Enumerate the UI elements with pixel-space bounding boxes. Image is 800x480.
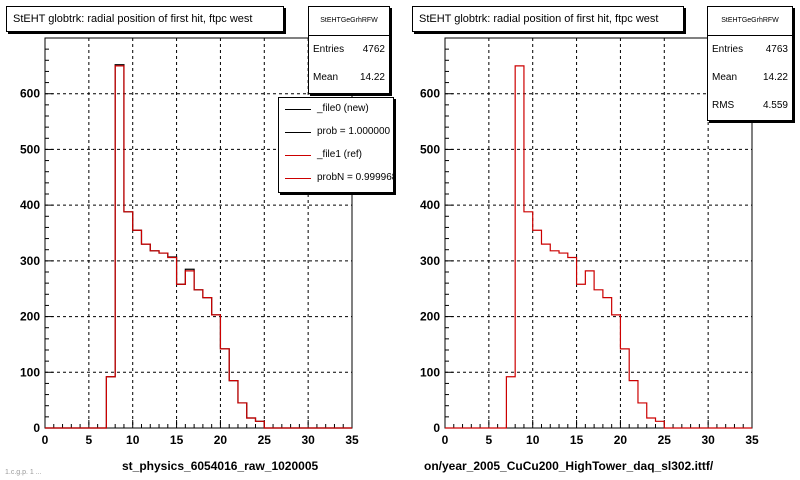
- legend-entry: _file1 (ref): [279, 144, 393, 167]
- stats-row-rms: RMS 4.559: [708, 92, 792, 120]
- legend-line: [285, 155, 311, 156]
- legend-line: [285, 132, 311, 133]
- x-tick-label: 25: [258, 433, 272, 447]
- stats-label: Mean: [313, 72, 339, 83]
- y-tick-label: 0: [433, 421, 440, 435]
- x-tick-label: 0: [442, 433, 449, 447]
- chart-title-text: StEHT globtrk: radial position of first …: [13, 13, 253, 25]
- stats-label: RMS: [712, 100, 735, 111]
- x-tick-label: 5: [86, 433, 93, 447]
- x-tick-label: 30: [301, 433, 315, 447]
- x-tick-label: 30: [701, 433, 715, 447]
- stats-label: Entries: [313, 44, 345, 55]
- stats-value: 14.22: [762, 72, 788, 83]
- footer-faint-text: 1.c.g.p. 1 ...: [5, 469, 42, 476]
- stats-value: 14.22: [359, 72, 385, 83]
- y-tick-label: 400: [20, 198, 40, 212]
- stats-value: 4762: [362, 44, 385, 55]
- x-tick-label: 25: [658, 433, 672, 447]
- x-axis-title: st_physics_6054016_raw_1020005: [122, 459, 319, 473]
- legend-label: prob = 1.000000: [317, 126, 391, 137]
- y-tick-label: 0: [33, 421, 40, 435]
- y-tick-label: 400: [420, 198, 440, 212]
- y-tick-label: 300: [20, 254, 40, 268]
- legend-label: probN = 0.999968: [317, 172, 394, 183]
- y-tick-label: 600: [420, 87, 440, 101]
- histogram-plot-right: 0 5 10 15 20 25 30 35 0 100 200 300 400 500 600: [420, 37, 759, 447]
- x-tick-label: 35: [345, 433, 359, 447]
- legend-entry: prob = 1.000000: [279, 121, 393, 144]
- y-tick-label: 200: [20, 310, 40, 324]
- x-tick-label: 35: [745, 433, 759, 447]
- x-tick-label: 15: [570, 433, 584, 447]
- x-tick-label: 10: [126, 433, 140, 447]
- x-tick-label: 10: [526, 433, 540, 447]
- x-tick-label: 0: [42, 433, 49, 447]
- legend-entry: probN = 0.999968: [279, 167, 393, 190]
- y-tick-label: 500: [420, 142, 440, 156]
- y-tick-label: 300: [420, 254, 440, 268]
- chart-title: StEHT globtrk: radial position of first …: [6, 6, 284, 32]
- histogram-panel-right: 0 5 10 15 20 25 30 35 0 100 200 300 400 500 600 StEHT …: [400, 0, 800, 480]
- stats-row-mean: Mean 14.22: [309, 64, 389, 92]
- stats-value: 4.559: [762, 100, 788, 111]
- histogram-panel-left: 0 5 10 15 20 25 30 35 0 100 200 300 400 500 600 StEHT …: [5, 6, 394, 476]
- x-tick-label: 5: [486, 433, 493, 447]
- legend-entry: _file0 (new): [279, 98, 393, 121]
- stats-box: StEHTGeGrhRFW Entries 4763 Mean 14.22 RM…: [707, 6, 793, 121]
- chart-title: StEHT globtrk: radial position of first …: [412, 6, 684, 32]
- x-tick-label: 20: [214, 433, 228, 447]
- stats-value: 4763: [765, 44, 788, 55]
- stats-row-entries: Entries 4763: [708, 36, 792, 64]
- histogram-series-line: [445, 65, 752, 429]
- y-tick-label: 100: [420, 365, 440, 379]
- y-tick-label: 100: [20, 365, 40, 379]
- stats-label: Mean: [712, 72, 738, 83]
- legend-line: [285, 109, 311, 110]
- y-tick-label: 500: [20, 142, 40, 156]
- y-tick-label: 600: [20, 87, 40, 101]
- chart-title-text: StEHT globtrk: radial position of first …: [419, 13, 659, 25]
- legend-line: [285, 178, 311, 179]
- legend: _file0 (new) prob = 1.000000 _file1 (ref…: [278, 97, 394, 193]
- histogram-series-line: [45, 65, 352, 429]
- x-axis-title: on/year_2005_CuCu200_HighTower_daq_sl302…: [424, 459, 714, 473]
- stats-row-mean: Mean 14.22: [708, 64, 792, 92]
- legend-label: _file1 (ref): [317, 149, 363, 160]
- stats-header: StEHTGeGrhRFW: [708, 7, 792, 36]
- stats-header: StEHTGeGrhRFW: [309, 7, 389, 36]
- x-tick-label: 15: [170, 433, 184, 447]
- stats-label: Entries: [712, 44, 744, 55]
- y-tick-label: 200: [420, 310, 440, 324]
- x-tick-label: 20: [614, 433, 628, 447]
- legend-label: _file0 (new): [317, 103, 369, 114]
- plot-frame: [444, 37, 753, 429]
- stats-row-entries: Entries 4762: [309, 36, 389, 64]
- stats-box: StEHTGeGrhRFW Entries 4762 Mean 14.22: [308, 6, 390, 94]
